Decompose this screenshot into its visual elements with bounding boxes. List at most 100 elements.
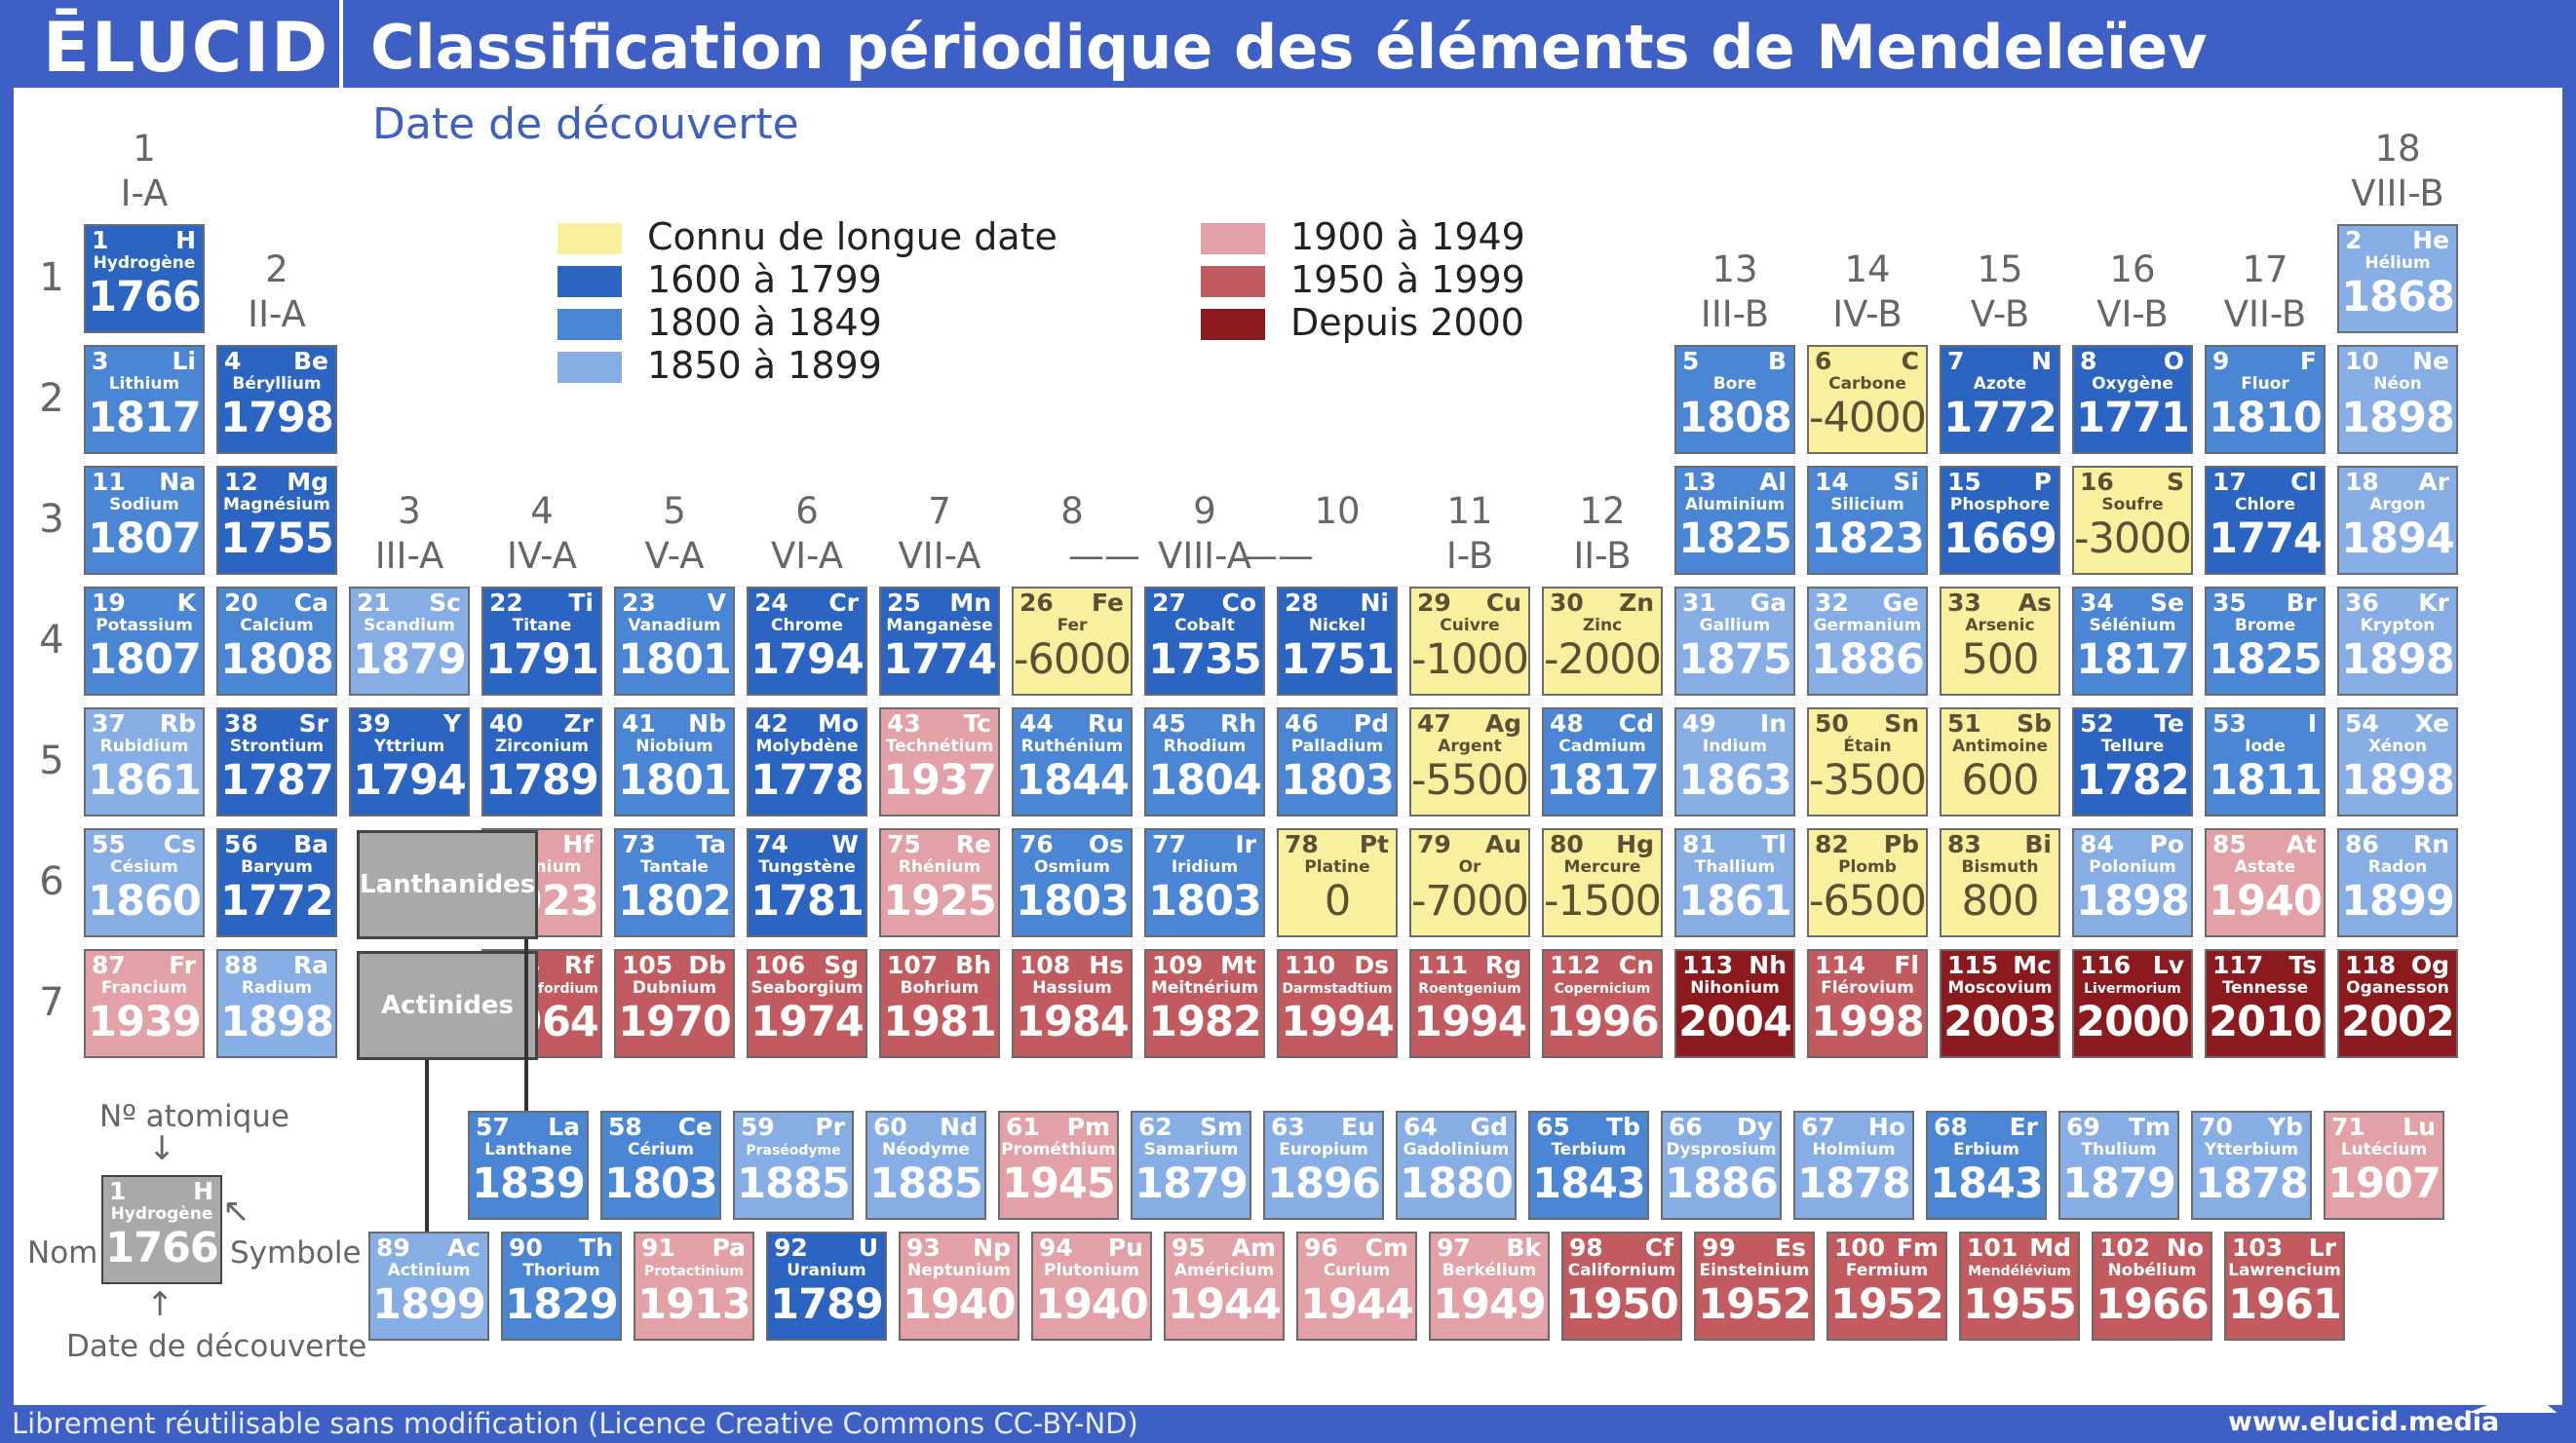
group-roman: VII-A	[898, 535, 981, 577]
lanthanide-gd: 64 Gd Gadolinium 1880	[1396, 1111, 1517, 1220]
discovery-year: 1823	[1811, 514, 1925, 563]
key-name-label: Nom	[27, 1235, 98, 1271]
header-divider	[339, 0, 343, 88]
group-number: 16	[2109, 248, 2156, 290]
element-c: 6 C Carbone -4000	[1807, 345, 1928, 454]
discovery-year: 1860	[88, 877, 202, 926]
legend-swatch	[1201, 309, 1265, 340]
element-symbol: Si	[1893, 468, 1919, 496]
element-al: 13 Al Aluminium 1825	[1674, 466, 1795, 575]
site-link[interactable]: www.elucid.media	[2228, 1407, 2500, 1437]
element-symbol: Ar	[2418, 468, 2449, 496]
discovery-year: 1843	[1532, 1159, 1646, 1208]
element-symbol: Bk	[1506, 1234, 1541, 1262]
element-name: Antimoine	[1951, 737, 2049, 756]
element-rb: 37 Rb Rubidium 1861	[84, 707, 205, 816]
group-number: 15	[1977, 248, 2023, 290]
element-name: Carbone	[1828, 374, 1906, 394]
discovery-year: 1810	[2209, 394, 2323, 442]
discovery-year: 1875	[1678, 635, 1792, 684]
element-symbol: N	[2031, 347, 2052, 375]
actinide-th: 90 Th Thorium 1829	[501, 1232, 622, 1341]
atomic-number: 47	[1417, 709, 1451, 738]
discovery-year: 1817	[2076, 635, 2190, 684]
atomic-number: 17	[2212, 468, 2247, 496]
legend-label: 1850 à 1899	[647, 344, 882, 387]
discovery-year: 1925	[883, 877, 997, 926]
discovery-year: 2002	[2341, 998, 2455, 1046]
group-viii-dash: ——	[1242, 535, 1314, 577]
actinide-pa: 91 Pa Protactinium 1913	[634, 1232, 754, 1341]
element-symbol: Sm	[1199, 1113, 1243, 1141]
legend-label: 1950 à 1999	[1290, 258, 1525, 301]
atomic-number: 24	[754, 589, 788, 617]
element-symbol: Lu	[2403, 1113, 2436, 1141]
element-name: Neptunium	[907, 1261, 1011, 1280]
discovery-year: 1863	[1678, 756, 1792, 805]
element-name: Einsteinium	[1699, 1261, 1810, 1280]
element-name: Thallium	[1694, 857, 1776, 877]
element-zr: 40 Zr Zirconium 1789	[481, 707, 602, 816]
lanthanide-pm: 61 Pm Prométhium 1945	[998, 1111, 1119, 1220]
discovery-year: 1794	[750, 635, 865, 684]
element-ru: 44 Ru Ruthénium 1844	[1012, 707, 1133, 816]
element-name: Azote	[1973, 374, 2027, 394]
discovery-year: 1829	[505, 1280, 619, 1329]
element-name: Niobium	[635, 737, 713, 756]
element-symbol: S	[2166, 468, 2184, 496]
discovery-year: 600	[1961, 756, 2039, 805]
element-name: Fermium	[1845, 1261, 1929, 1280]
group-roman: I-A	[120, 172, 169, 214]
atomic-number: 23	[622, 589, 656, 617]
legend-label: 1900 à 1949	[1290, 215, 1525, 258]
discovery-year: 1808	[220, 635, 334, 684]
element-symbol: Sn	[1884, 709, 1919, 738]
element-name: Cérium	[627, 1140, 695, 1159]
elucid-logo: ĒLUCID	[43, 8, 330, 88]
element-name: Krypton	[2360, 616, 2436, 635]
group-roman: I-B	[1445, 535, 1494, 577]
actinide-cf: 98 Cf Californium 1950	[1561, 1232, 1682, 1341]
element-name: Germanium	[1813, 616, 1922, 635]
atomic-number: 9	[2212, 347, 2230, 375]
discovery-year: -1500	[1544, 877, 1661, 926]
discovery-year: 1735	[1148, 635, 1262, 684]
atomic-number: 81	[1682, 830, 1716, 858]
lanthanide-eu: 63 Eu Europium 1896	[1263, 1111, 1384, 1220]
element-ti: 22 Ti Titane 1791	[481, 587, 602, 696]
discovery-year: 1974	[750, 998, 865, 1046]
element-name: Curium	[1323, 1261, 1391, 1280]
lanthanide-la: 57 La Lanthane 1839	[468, 1111, 589, 1220]
atomic-number: 100	[1834, 1234, 1886, 1262]
discovery-year: 1944	[1300, 1280, 1414, 1329]
discovery-year: 1772	[220, 877, 334, 926]
atomic-number: 25	[887, 589, 921, 617]
element-name: Mercure	[1563, 857, 1641, 877]
legend-swatch	[557, 352, 622, 383]
discovery-year: 1803	[1281, 756, 1395, 805]
discovery-year: 1940	[2209, 877, 2323, 926]
group-number: 7	[928, 490, 951, 532]
element-name: Scandium	[364, 616, 455, 635]
element-kr: 36 Kr Krypton 1898	[2337, 587, 2458, 696]
element-symbol: Tm	[2128, 1113, 2171, 1141]
element-symbol: V	[707, 589, 726, 617]
element-h: 1 H Hydrogène 1766	[84, 224, 205, 333]
actinide-fm: 100 Fm Fermium 1952	[1826, 1232, 1947, 1341]
element-symbol: Ba	[293, 830, 328, 858]
discovery-year: 1825	[1678, 514, 1792, 563]
group-roman: V-B	[1970, 293, 2030, 335]
atomic-number: 8	[2080, 347, 2097, 375]
group-roman: VII-B	[2223, 293, 2307, 335]
atomic-number: 65	[1536, 1113, 1570, 1141]
element-name: Platine	[1304, 857, 1370, 877]
license-text: Librement réutilisable sans modification…	[12, 1407, 1138, 1440]
atomic-number: 71	[2331, 1113, 2365, 1141]
element-symbol: In	[1759, 709, 1787, 738]
element-name: Berkélium	[1442, 1261, 1537, 1280]
element-name: Praséodyme	[746, 1143, 841, 1158]
element-i: 53 I Iode 1811	[2205, 707, 2326, 816]
element-symbol: Cl	[2290, 468, 2317, 496]
discovery-year: 1804	[1148, 756, 1262, 805]
element-symbol: Rf	[563, 951, 594, 979]
